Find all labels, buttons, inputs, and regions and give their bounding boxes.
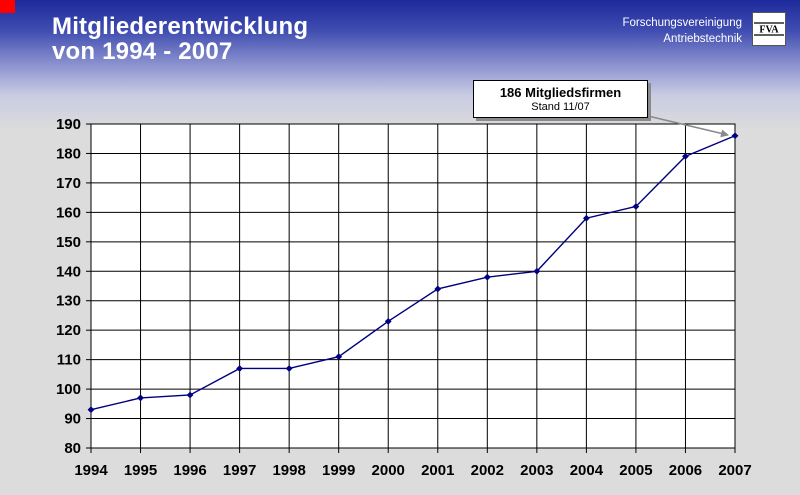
slide-title-line-2: von 1994 - 2007	[52, 38, 233, 65]
data-point	[582, 214, 590, 222]
gridlines	[90, 123, 736, 449]
x-tick-label: 2000	[372, 462, 405, 479]
x-tick-label: 2005	[619, 462, 652, 479]
y-tick-label: 150	[56, 234, 81, 251]
y-tick-label: 140	[56, 263, 81, 280]
y-tick-label: 130	[56, 293, 81, 310]
y-tick-label: 90	[64, 411, 81, 428]
y-tick-label: 170	[56, 175, 81, 192]
fva-logo-mark: FVA	[754, 22, 784, 36]
x-axis-ticks: 1994 1995 1996 1997 1998 1999 2000 2001 2002 2003…	[74, 448, 752, 479]
callout-box: 186 Mitgliedsfirmen Stand 11/07	[473, 80, 648, 118]
y-tick-label: 180	[56, 145, 81, 162]
x-tick-label: 2007	[718, 462, 751, 479]
x-tick-label: 1999	[322, 462, 355, 479]
data-point	[682, 153, 689, 160]
fva-logo: FVA	[752, 12, 786, 46]
x-tick-label: 1996	[173, 462, 206, 479]
x-tick-label: 1995	[124, 462, 157, 479]
plot-area	[90, 123, 736, 449]
data-point	[533, 267, 541, 275]
y-tick-label: 160	[56, 204, 81, 221]
series-line	[90, 135, 736, 411]
slide-title-line-1: Mitgliederentwicklung	[52, 13, 309, 40]
y-tick-label: 120	[56, 322, 81, 339]
x-tick-label: 2001	[421, 462, 454, 479]
data-point	[186, 391, 194, 399]
organization-name: Forschungsvereinigung Antriebstechnik	[622, 15, 742, 47]
x-tick-label: 1997	[223, 462, 256, 479]
red-corner-marker	[0, 0, 15, 13]
x-tick-label: 2004	[570, 462, 604, 479]
data-point	[731, 132, 739, 140]
x-tick-label: 1994	[74, 462, 108, 479]
x-tick-label: 2003	[520, 462, 553, 479]
y-tick-label: 80	[64, 440, 81, 457]
x-tick-label: 1998	[272, 462, 305, 479]
data-point	[87, 406, 95, 414]
data-point	[632, 203, 640, 210]
data-point	[483, 273, 491, 281]
data-point	[384, 317, 392, 325]
callout-arrow	[647, 115, 729, 138]
slide-title: Mitgliederentwicklung von 1994 - 2007	[52, 14, 308, 64]
series-membership	[87, 132, 739, 414]
y-tick-label: 100	[56, 381, 81, 398]
y-tick-label: 110	[57, 352, 81, 369]
callout-subtitle: Stand 11/07	[531, 101, 590, 113]
data-point	[236, 365, 244, 372]
y-tick-label: 190	[56, 116, 81, 133]
x-tick-label: 2002	[471, 462, 504, 479]
x-tick-label: 2006	[669, 462, 702, 479]
data-point	[285, 365, 293, 372]
fva-logo-text: FVA	[759, 25, 779, 36]
organization-name-line-1: Forschungsvereinigung	[622, 17, 742, 29]
data-point	[335, 353, 343, 361]
y-axis-ticks: 80 90 100 110 120 130 140 150 160 170 180 190	[56, 116, 91, 457]
callout-title: 186 Mitgliedsfirmen	[499, 85, 622, 100]
organization-name-line-2: Antriebstechnik	[663, 33, 742, 45]
data-point	[137, 394, 144, 402]
data-point	[434, 285, 442, 293]
